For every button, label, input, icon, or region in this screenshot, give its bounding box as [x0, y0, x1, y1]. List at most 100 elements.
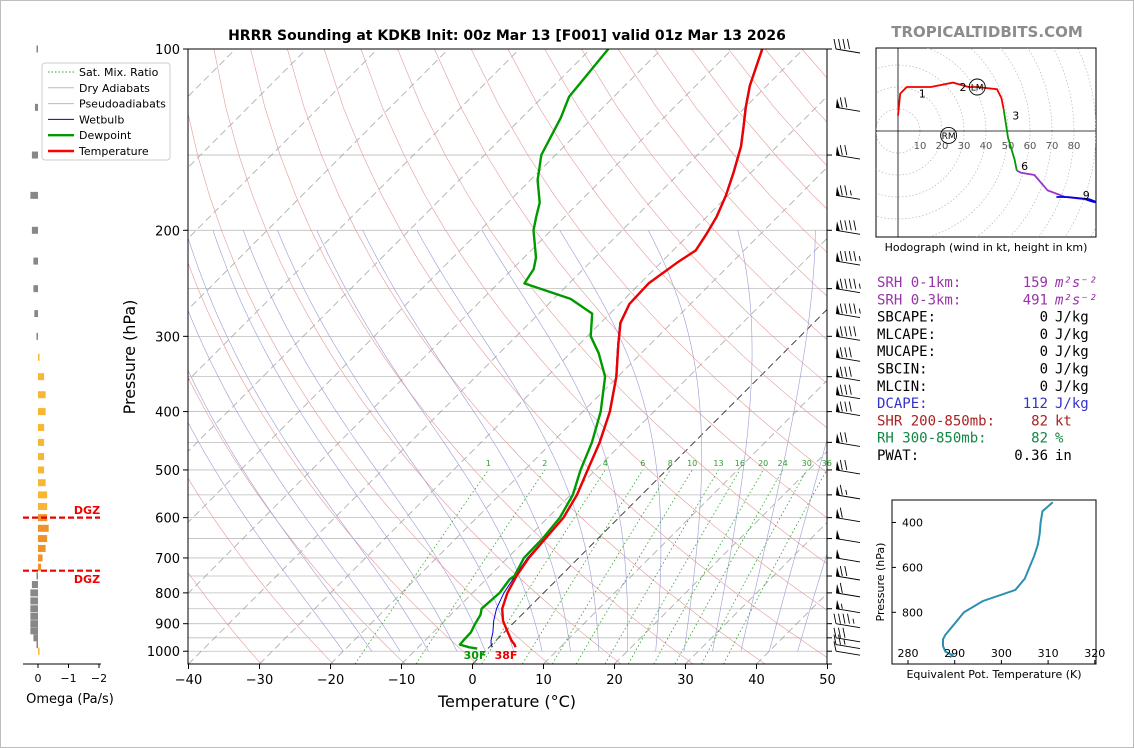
mixing-ratio-label: 8 — [668, 459, 673, 468]
y-tick-label: 500 — [155, 464, 180, 479]
dry-adiabat — [188, 262, 478, 664]
thetae-x-tick-label: 290 — [944, 647, 965, 660]
isotherm — [188, 49, 804, 664]
mixing-ratio-labels: 1 2 4 6 8 10 13 16 20 24 30 36 — [486, 459, 832, 468]
barb-staff — [835, 557, 861, 563]
barb-full — [844, 366, 848, 377]
index-unit: % — [1055, 431, 1064, 447]
barb-pennant — [836, 508, 840, 519]
mixing-ratio-line — [522, 469, 644, 664]
hodograph-frame — [875, 47, 1097, 238]
mixing-ratio-line — [723, 469, 827, 664]
wind-barb — [833, 38, 861, 54]
index-label: RH 300-850mb: — [877, 431, 987, 447]
x-tick-label: 0 — [468, 673, 476, 688]
barb-full — [848, 278, 852, 289]
mixing-ratio-label: 36 — [822, 459, 832, 468]
barb-full — [844, 97, 848, 108]
omega-xlabel: Omega (Pa/s) — [26, 692, 114, 707]
hodograph-ring-label: 70 — [1046, 141, 1059, 152]
omega-bar — [38, 479, 46, 487]
index-value: 82 — [1031, 413, 1048, 429]
storm-motion-label: LM — [971, 84, 984, 94]
barb-full — [833, 627, 837, 638]
isotherm — [188, 49, 662, 523]
pseudoadiabat — [188, 421, 344, 652]
barb-full — [848, 347, 852, 358]
index-label: SBCAPE: — [877, 310, 936, 326]
index-value: 0 — [1040, 344, 1048, 360]
index-unit: J/kg — [1055, 379, 1089, 395]
x-tick-label: −40 — [175, 673, 202, 688]
barb-full — [848, 303, 852, 314]
dry-adiabat — [581, 49, 827, 340]
mixing-ratio-line — [481, 469, 606, 664]
barb-full — [839, 185, 843, 196]
omega-bar — [38, 503, 48, 511]
barb-staff — [835, 637, 861, 643]
omega-bar — [33, 257, 38, 265]
hodograph-height-label: 9 — [1083, 189, 1090, 202]
index-label: SBCIN: — [877, 362, 928, 378]
barb-pennant — [836, 146, 840, 157]
barb-full — [839, 384, 843, 395]
chart-title: HRRR Sounding at KDKB Init: 00z Mar 13 [… — [228, 28, 786, 44]
y-tick-label: 700 — [155, 552, 180, 567]
mixing-ratio-label: 10 — [687, 459, 697, 468]
omega-bar — [38, 373, 45, 381]
wind-barb — [835, 529, 861, 544]
omega-bar — [30, 627, 38, 635]
y-tick-label: 400 — [155, 406, 180, 421]
barb-pennant — [836, 583, 840, 594]
barb-full — [844, 278, 848, 289]
barb-staff — [835, 313, 861, 319]
mixing-ratio-line — [354, 469, 489, 664]
mixing-ratio-line — [701, 469, 808, 664]
barb-staff — [835, 538, 861, 544]
thetae-y-tick-label: 800 — [902, 606, 923, 619]
pseudoadiabat — [316, 230, 543, 652]
barb-full — [844, 220, 848, 231]
dry-adiabat — [188, 112, 550, 664]
barb-full — [853, 326, 857, 337]
skewt-traces — [458, 49, 764, 650]
barb-full — [853, 251, 857, 262]
wind-barbs — [833, 38, 861, 656]
barb-staff — [835, 575, 861, 581]
omega-bar — [30, 191, 38, 199]
isotherm — [401, 238, 827, 664]
wind-barb — [835, 548, 861, 563]
barb-full — [842, 38, 846, 50]
dgz-label-top: DGZ — [74, 504, 100, 517]
barb-full — [848, 326, 852, 337]
barb-pennant — [836, 348, 840, 359]
wind-barb — [835, 303, 861, 319]
pseudoadiabat — [277, 230, 514, 652]
skewt-axes: −40 −30 −20 −10 0 10 20 30 40 50 1000 900 800 700 600 5… — [147, 43, 836, 688]
hodograph-height-label: 6 — [1021, 160, 1028, 173]
barb-full — [844, 303, 848, 314]
pseudoadiabat — [797, 552, 827, 652]
barb-full — [839, 401, 843, 412]
barb-staff — [835, 229, 861, 235]
barb-pennant — [836, 566, 840, 577]
omega-bar — [30, 597, 38, 605]
omega-tick-label: 0 — [35, 672, 42, 685]
omega-bar — [30, 612, 38, 620]
dry-adiabat — [507, 49, 827, 429]
barb-full — [839, 484, 843, 495]
barb-full — [847, 38, 850, 50]
pseudoadiabat — [648, 230, 703, 652]
barb-full — [844, 144, 848, 156]
thetae-x-tick-label: 300 — [991, 647, 1012, 660]
thetae-frame — [891, 499, 1097, 665]
omega-bar — [34, 103, 38, 111]
index-label: DCAPE: — [877, 396, 928, 412]
barb-half — [843, 639, 846, 645]
isotherm — [614, 451, 827, 664]
isotherm — [188, 49, 591, 452]
omega-panel: 0 −1 −2 — [23, 45, 107, 685]
omega-bar — [38, 563, 42, 571]
barb-full — [847, 613, 850, 624]
temperature-trace — [501, 49, 764, 648]
